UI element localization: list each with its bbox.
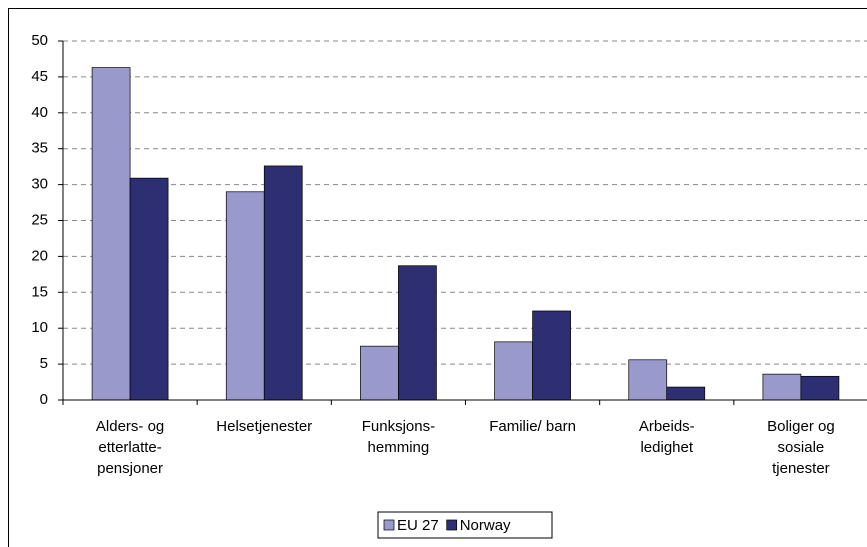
y-tick-label: 35: [31, 140, 48, 157]
y-tick-label: 10: [31, 319, 48, 336]
frame: [8, 8, 867, 547]
bar: [800, 375, 840, 401]
bar: [91, 67, 131, 401]
bar: [263, 165, 303, 401]
bar: [398, 265, 437, 401]
x-tick-label: Helsetjenester: [216, 418, 313, 435]
bar: [762, 373, 802, 401]
y-tick-label: 40: [31, 104, 48, 121]
bar: [129, 177, 169, 401]
legend-box: [377, 511, 553, 539]
legend-swatch: [383, 519, 395, 531]
x-tick-label: Boliger og sosiale tjenester: [767, 418, 835, 477]
y-tick-label: 30: [31, 176, 48, 193]
bar: [666, 386, 706, 401]
legend-label: Norway: [460, 517, 511, 534]
x-tick-label: Alders- og etterlatte- pensjoner: [95, 418, 165, 477]
bar: [494, 341, 533, 401]
y-tick-label: 45: [31, 68, 48, 85]
y-tick-label: 50: [31, 32, 48, 49]
bar: [628, 359, 668, 401]
y-tick-label: 20: [31, 247, 48, 264]
y-tick-label: 25: [31, 211, 48, 228]
y-tick-label: 0: [40, 391, 48, 408]
legend-swatch: [446, 519, 458, 531]
bar: [225, 191, 265, 401]
x-tick-label: Arbeids- ledighet: [638, 418, 695, 456]
y-tick-label: 15: [31, 283, 48, 300]
x-tick-label: Funksjons- hemming: [361, 418, 436, 456]
bar: [360, 345, 399, 401]
x-tick-label: Familie/ barn: [489, 418, 576, 435]
y-tick-label: 5: [40, 355, 48, 372]
legend-label: EU 27: [397, 517, 439, 534]
bar: [532, 310, 571, 401]
